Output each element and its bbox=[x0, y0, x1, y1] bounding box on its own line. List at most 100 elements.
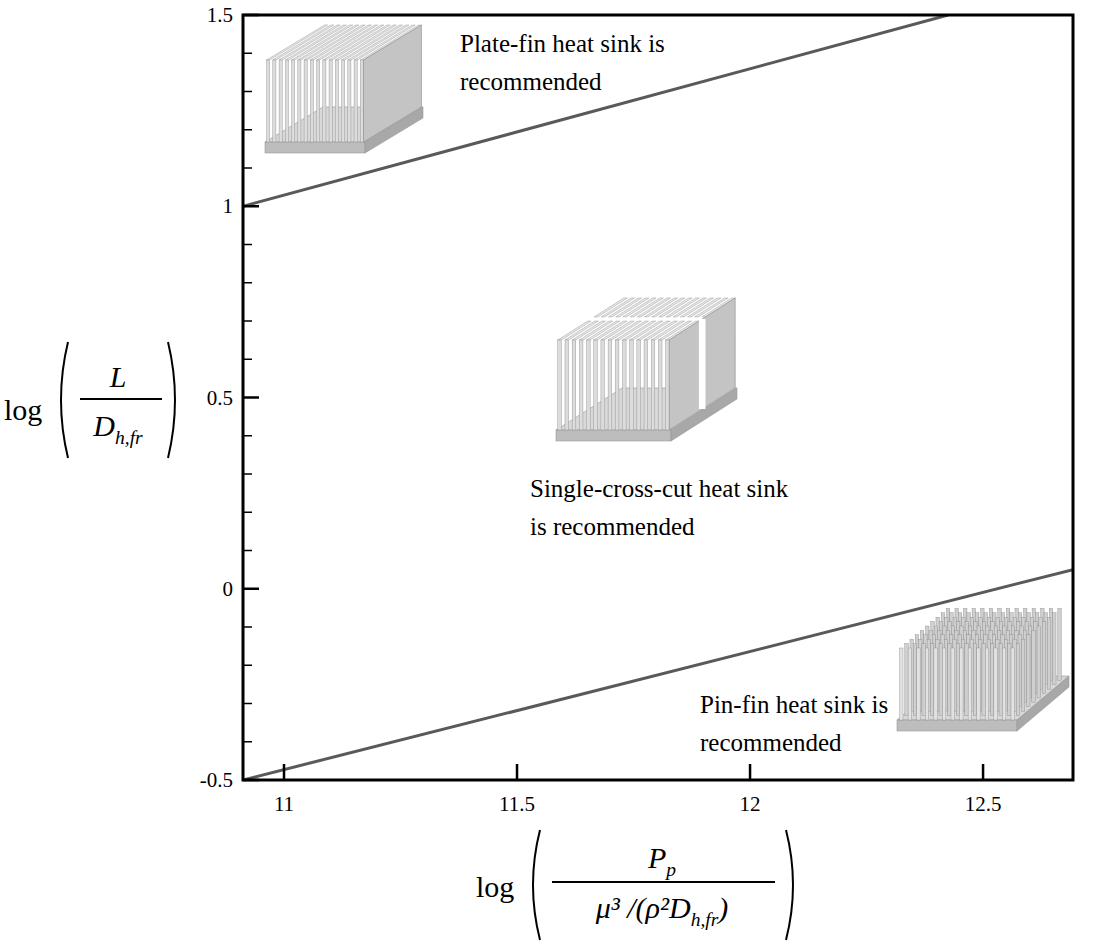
pin bbox=[930, 644, 933, 716]
fin-front bbox=[267, 60, 270, 142]
y-tick bbox=[243, 396, 259, 399]
fin-front bbox=[666, 340, 670, 430]
y-minor-tick bbox=[243, 550, 252, 552]
pin bbox=[1016, 644, 1019, 716]
base-front bbox=[897, 720, 1017, 731]
label-part: L bbox=[109, 360, 127, 393]
fraction-bar bbox=[80, 398, 162, 400]
x-label-function: log bbox=[476, 870, 514, 903]
fin-front bbox=[608, 340, 612, 430]
fin-front bbox=[651, 340, 655, 430]
label-sub: h,fr bbox=[691, 909, 719, 930]
fin-front bbox=[587, 340, 591, 430]
pin bbox=[999, 644, 1002, 716]
base-front bbox=[556, 430, 671, 441]
pin bbox=[922, 644, 925, 716]
heat-sink-illustration bbox=[897, 608, 1069, 731]
pin bbox=[1008, 644, 1011, 716]
fin-front bbox=[342, 60, 345, 142]
label-sub: h,fr bbox=[115, 427, 143, 448]
label-sub: p bbox=[664, 859, 676, 880]
fin-front bbox=[310, 60, 313, 142]
pin bbox=[977, 648, 980, 720]
y-minor-tick bbox=[243, 359, 252, 361]
fin-front bbox=[644, 340, 648, 430]
series-group bbox=[243, 15, 1073, 780]
pin bbox=[960, 648, 963, 720]
y-minor-tick bbox=[243, 282, 252, 284]
pin bbox=[1037, 626, 1040, 698]
fin-front bbox=[360, 60, 363, 142]
boundary-line bbox=[243, 15, 948, 206]
label-part: μ³ /(ρ²Dh,fr) bbox=[595, 891, 729, 930]
fin-top bbox=[594, 298, 627, 317]
pin bbox=[1047, 617, 1050, 689]
parenthesis bbox=[533, 830, 540, 940]
y-minor-tick bbox=[243, 741, 252, 743]
annotation: Pin-fin heat sink is bbox=[700, 691, 888, 718]
fin-front bbox=[285, 60, 288, 142]
y-label-function: log bbox=[4, 393, 42, 426]
x-tick-label: 12 bbox=[740, 792, 761, 816]
fin-front bbox=[601, 340, 605, 430]
y-minor-tick bbox=[243, 167, 252, 169]
y-minor-tick bbox=[243, 435, 252, 437]
pin bbox=[1021, 639, 1024, 711]
pin bbox=[917, 648, 920, 720]
y-minor-tick bbox=[243, 244, 252, 246]
pin bbox=[990, 644, 993, 716]
fin-top bbox=[279, 25, 340, 60]
x-tick bbox=[749, 764, 752, 780]
fin-front bbox=[317, 60, 320, 142]
y-tick-label: 1 bbox=[223, 194, 234, 218]
x-tick bbox=[516, 764, 519, 780]
pin bbox=[951, 648, 954, 720]
pin bbox=[956, 644, 959, 716]
y-tick-label: 0 bbox=[223, 577, 234, 601]
fin-front bbox=[329, 60, 332, 142]
pin bbox=[1032, 630, 1035, 702]
y-minor-tick bbox=[243, 91, 252, 93]
pin bbox=[1058, 608, 1061, 680]
fin-top bbox=[267, 25, 328, 60]
pin bbox=[965, 644, 968, 716]
base-front bbox=[265, 142, 365, 153]
fin-top bbox=[565, 321, 598, 340]
label-suffix: ) bbox=[716, 891, 728, 925]
y-tick bbox=[243, 588, 259, 591]
pin bbox=[1042, 622, 1045, 694]
fin-front bbox=[335, 60, 338, 142]
pin bbox=[900, 648, 903, 720]
x-tick-label: 12.5 bbox=[965, 792, 1002, 816]
plot-frame bbox=[243, 15, 1073, 780]
fin-front bbox=[658, 340, 662, 430]
fin-top bbox=[601, 298, 634, 317]
pin bbox=[905, 644, 908, 716]
fin-front bbox=[630, 340, 634, 430]
y-tick-label: 1.5 bbox=[207, 3, 233, 27]
y-minor-tick bbox=[243, 703, 252, 705]
fin-front bbox=[279, 60, 282, 142]
fin-front bbox=[637, 340, 641, 430]
label-part: Pp bbox=[647, 841, 676, 880]
fin-top bbox=[273, 25, 334, 60]
y-minor-tick bbox=[243, 665, 252, 667]
fin-top bbox=[608, 298, 641, 317]
y-tick-label: 0.5 bbox=[207, 386, 233, 410]
fin-front bbox=[622, 340, 626, 430]
y-minor-tick bbox=[243, 53, 252, 55]
y-minor-tick bbox=[243, 320, 252, 322]
fin-front bbox=[273, 60, 276, 142]
annotation: Single-cross-cut heat sink bbox=[530, 475, 789, 502]
pin bbox=[994, 648, 997, 720]
pin bbox=[968, 648, 971, 720]
label-main: P bbox=[647, 841, 666, 874]
parenthesis bbox=[168, 342, 175, 458]
pin bbox=[942, 648, 945, 720]
fin-side bbox=[363, 25, 421, 142]
fin-front bbox=[348, 60, 351, 142]
fin-front bbox=[304, 60, 307, 142]
label-main: μ³ /(ρ²D bbox=[595, 891, 691, 925]
y-minor-tick bbox=[243, 626, 252, 628]
y-tick bbox=[243, 14, 259, 17]
